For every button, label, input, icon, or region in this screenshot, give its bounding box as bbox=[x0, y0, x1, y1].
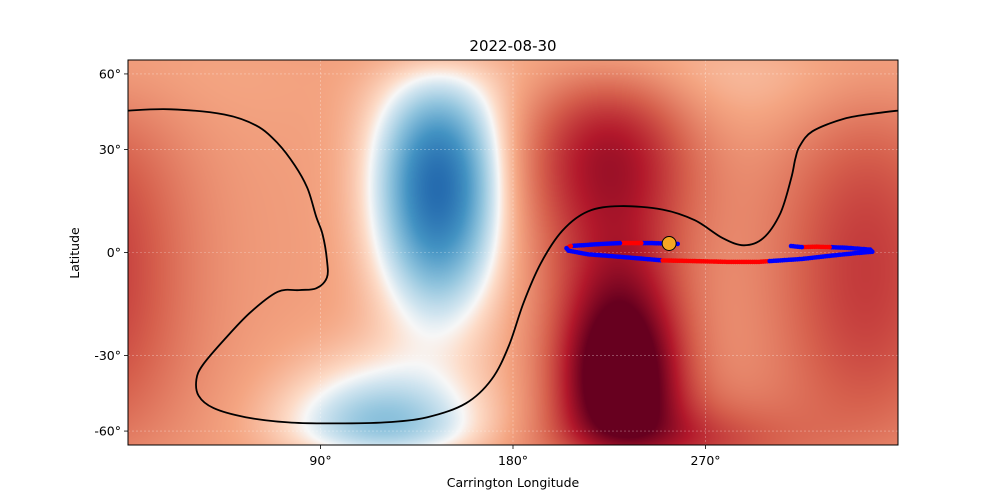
chart-title: 2022-08-30 bbox=[469, 37, 556, 55]
y-axis-ticks: 60° 30° 0° -30° -60° bbox=[94, 66, 128, 439]
x-tick-label: 90° bbox=[309, 453, 331, 468]
y-tick-label: 0° bbox=[107, 245, 121, 260]
y-tick-label: -30° bbox=[94, 348, 121, 363]
neutral-line bbox=[128, 108, 898, 425]
y-tick-label: 60° bbox=[99, 66, 121, 81]
y-axis-label: Latitude bbox=[67, 227, 82, 279]
x-tick-label: 180° bbox=[498, 453, 528, 468]
field-map bbox=[128, 60, 898, 445]
x-axis-ticks: 90° 180° 270° bbox=[309, 445, 721, 468]
current-position-marker bbox=[661, 236, 677, 252]
x-tick-label: 270° bbox=[690, 453, 720, 468]
grid-lines bbox=[128, 60, 898, 445]
y-tick-label: -60° bbox=[94, 424, 121, 439]
x-axis-label: Carrington Longitude bbox=[447, 475, 580, 490]
y-tick-label: 30° bbox=[99, 142, 121, 157]
trajectory-point bbox=[788, 243, 794, 249]
